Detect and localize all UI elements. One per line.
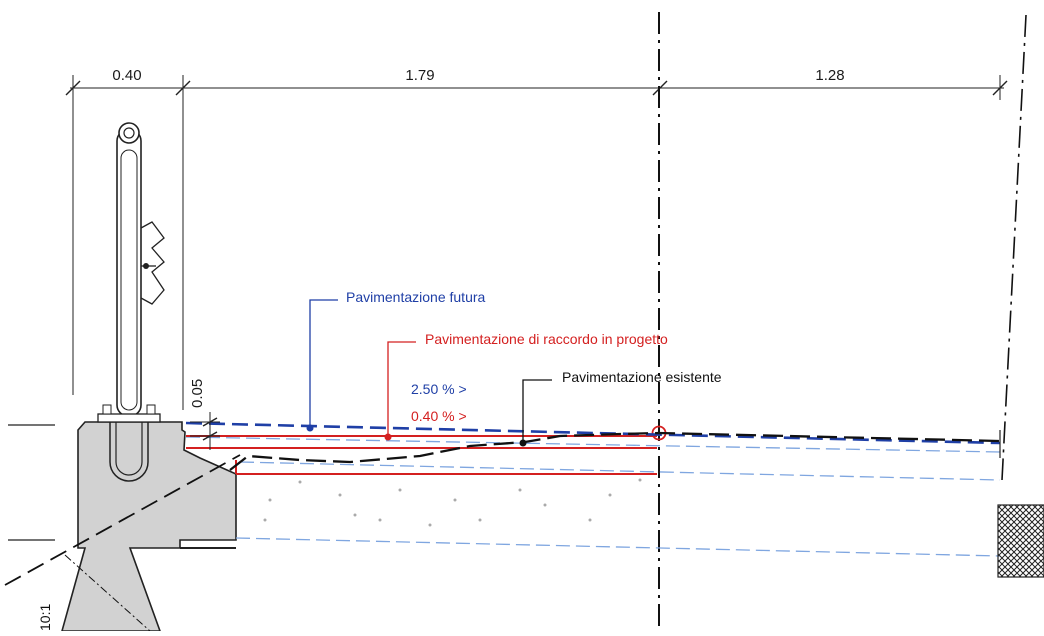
hatched-block (997, 504, 1044, 578)
dimension-middle-label: 1.79 (405, 67, 434, 84)
subbase-texture (263, 478, 642, 527)
future-pavement-label: Pavimentazione futura (346, 289, 486, 305)
connection-pavement-marker (384, 433, 392, 441)
thickness-dimension (190, 412, 220, 450)
layer-lines (185, 436, 1001, 557)
connection-slope-label: 0.40 % > (411, 408, 467, 424)
right-axis-line (1001, 14, 1027, 481)
embankment-line (4, 454, 241, 586)
future-pavement-line (185, 421, 1001, 445)
connection-pavement-leader (387, 341, 416, 435)
existing-pavement-line (229, 431, 1001, 471)
anchor-bolt (109, 420, 149, 482)
future-pavement-leader (309, 299, 338, 426)
existing-pavement-leader (522, 379, 552, 441)
dimension-right-label: 1.28 (815, 67, 844, 84)
concrete-curb (60, 421, 237, 632)
future-slope-label: 2.50 % > (411, 381, 467, 397)
slope-ratio-label: 10:1 (37, 604, 53, 631)
dimension-left-label: 0.40 (112, 67, 141, 84)
dimension-chain (65, 75, 1008, 410)
existing-pavement-marker (519, 439, 527, 447)
existing-pavement-label: Pavimentazione esistente (562, 369, 722, 385)
guardrail-post (116, 122, 165, 417)
thickness-label: 0.05 (189, 379, 206, 408)
future-pavement-marker (306, 424, 314, 432)
connection-pavement-label: Pavimentazione di raccordo in progetto (425, 331, 668, 347)
